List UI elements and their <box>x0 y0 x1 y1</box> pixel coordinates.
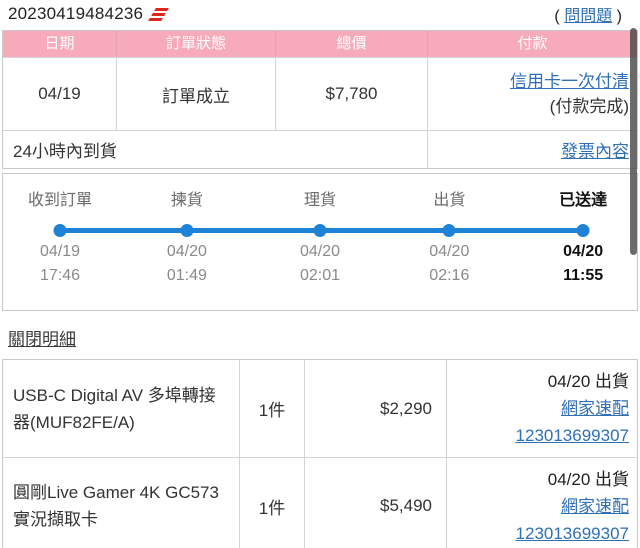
pchome-speed-icon <box>148 7 169 21</box>
item-qty: 1件 <box>239 457 304 548</box>
order-total: $7,780 <box>275 57 427 130</box>
tracker-step-picking: 揀貨 04/20 01:49 <box>166 192 207 284</box>
tracking-number-link[interactable]: 123013699307 <box>515 426 629 445</box>
item-shipping-cell: 04/20 出貨 網家速配 123013699307 <box>446 360 637 457</box>
item-name: 圓剛Live Gamer 4K GC573實況擷取卡 <box>3 457 239 548</box>
scrollbar-thumb[interactable] <box>630 28 637 255</box>
tracker-dot-3 <box>313 224 327 237</box>
invoice-cell: 發票內容 <box>427 130 637 168</box>
close-detail-toggle[interactable]: 關閉明細 <box>8 330 76 349</box>
tracker-step-received: 收到訂單 04/19 17:46 <box>28 192 93 284</box>
ask-question-wrap: ( 問問題 ) <box>554 2 632 26</box>
invoice-link[interactable]: 發票內容 <box>561 142 629 161</box>
detail-toggle-wrap: 關閉明細 <box>8 325 632 350</box>
tracker-dot-5 <box>576 224 590 237</box>
item-price: $5,490 <box>304 457 446 548</box>
delivery-note: 24小時內到貨 <box>3 130 427 168</box>
payment-status: (付款完成) <box>549 97 629 116</box>
item-qty: 1件 <box>239 360 304 457</box>
tracker-dot-1 <box>53 224 67 237</box>
carrier-link[interactable]: 網家速配 <box>561 399 629 418</box>
col-header-status: 訂單狀態 <box>116 31 275 57</box>
tracker-dot-2 <box>180 224 194 237</box>
tracker-step-delivered: 已送達 04/20 11:55 <box>559 192 608 284</box>
ask-question-link[interactable]: 問問題 <box>564 8 613 25</box>
order-items-table: USB-C Digital AV 多埠轉接器(MUF82FE/A) 1件 $2,… <box>2 359 638 548</box>
item-ship-date: 04/20 出貨 <box>547 372 629 391</box>
order-status: 訂單成立 <box>116 57 275 130</box>
paren-open: ( <box>554 8 560 25</box>
col-header-total: 總價 <box>275 31 427 57</box>
payment-cell: 信用卡一次付清 (付款完成) <box>427 57 637 130</box>
order-date: 04/19 <box>3 57 116 130</box>
tracker-dot-4 <box>442 224 456 237</box>
tracker-step-shipped: 出貨 04/20 02:16 <box>429 192 470 284</box>
item-name: USB-C Digital AV 多埠轉接器(MUF82FE/A) <box>13 385 216 432</box>
item-price: $2,290 <box>304 360 446 457</box>
item-ship-date: 04/20 出貨 <box>547 469 629 489</box>
order-number: 20230419484236 <box>8 4 144 23</box>
tracker-step-sorting: 理貨 04/20 02:01 <box>299 192 341 284</box>
item-shipping-cell: 04/20 出貨 網家速配 123013699307 <box>446 457 637 548</box>
payment-method-link[interactable]: 信用卡一次付清 <box>510 72 629 91</box>
tracking-number-link[interactable]: 123013699307 <box>515 523 629 543</box>
col-header-payment: 付款 <box>427 31 637 57</box>
order-summary-table: 日期 訂單狀態 總價 付款 04/19 訂單成立 $7,780 信用卡一次付清 … <box>2 30 638 169</box>
shipment-tracker: 收到訂單 04/19 17:46 揀貨 04/20 01:49 理貨 04/20… <box>2 173 638 311</box>
topbar: 20230419484236 ( 問問題 ) <box>0 0 640 28</box>
paren-close: ) <box>616 8 622 25</box>
col-header-date: 日期 <box>3 31 116 57</box>
carrier-link[interactable]: 網家速配 <box>561 496 629 516</box>
